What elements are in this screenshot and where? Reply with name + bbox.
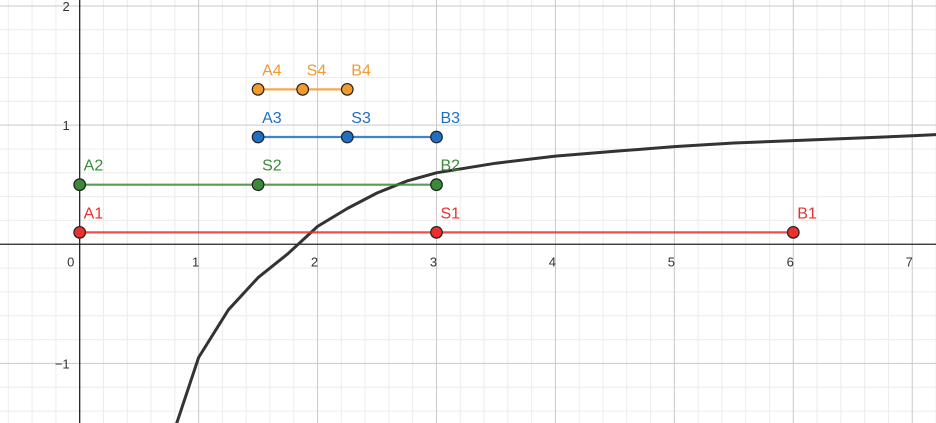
point-label-b3: B3 [440, 110, 460, 127]
y-tick-label: 1 [62, 118, 69, 133]
x-tick-label: 3 [430, 254, 437, 269]
point-labels-layer: A1 S1 B1 A2 S2 B2 A3 S3 B3 A4 S4 B4 [84, 62, 817, 222]
point-label-a4: A4 [262, 62, 282, 79]
point-a2[interactable] [73, 178, 87, 192]
point-s1[interactable] [430, 225, 443, 239]
x-tick-label: 2 [311, 254, 318, 269]
point-s3[interactable] [340, 130, 354, 144]
tick-labels: 0 1 2 3 4 5 6 7 2 1 −1 [55, 0, 913, 371]
x-tick-label: 1 [192, 254, 199, 269]
x-tick-label: 5 [668, 254, 675, 269]
point-label-s3: S3 [351, 110, 371, 127]
point-s2[interactable] [251, 178, 265, 192]
point-b2[interactable] [430, 178, 443, 192]
point-label-s2: S2 [262, 158, 282, 175]
point-label-b1: B1 [797, 205, 817, 222]
x-tick-label: 0 [67, 254, 74, 269]
x-tick-label: 6 [787, 254, 794, 269]
point-b1[interactable] [786, 225, 800, 239]
points-layer [73, 82, 800, 239]
point-label-s1: S1 [440, 205, 460, 222]
point-label-b2: B2 [440, 158, 460, 175]
point-b3[interactable] [430, 130, 443, 144]
point-a4[interactable] [251, 82, 265, 96]
point-b4[interactable] [340, 82, 354, 96]
x-tick-label: 7 [906, 254, 913, 269]
point-a3[interactable] [251, 130, 265, 144]
function-curve[interactable] [175, 133, 936, 423]
point-label-a3: A3 [262, 110, 282, 127]
point-label-s4: S4 [307, 62, 327, 79]
point-s4[interactable] [296, 82, 310, 96]
point-label-a1: A1 [84, 205, 104, 222]
x-tick-label: 4 [549, 254, 556, 269]
function-curve-layer [175, 133, 936, 423]
y-tick-label: 2 [62, 0, 69, 14]
y-tick-label: −1 [55, 356, 70, 371]
point-label-a2: A2 [84, 158, 104, 175]
point-label-b4: B4 [351, 62, 371, 79]
point-a1[interactable] [73, 225, 87, 239]
